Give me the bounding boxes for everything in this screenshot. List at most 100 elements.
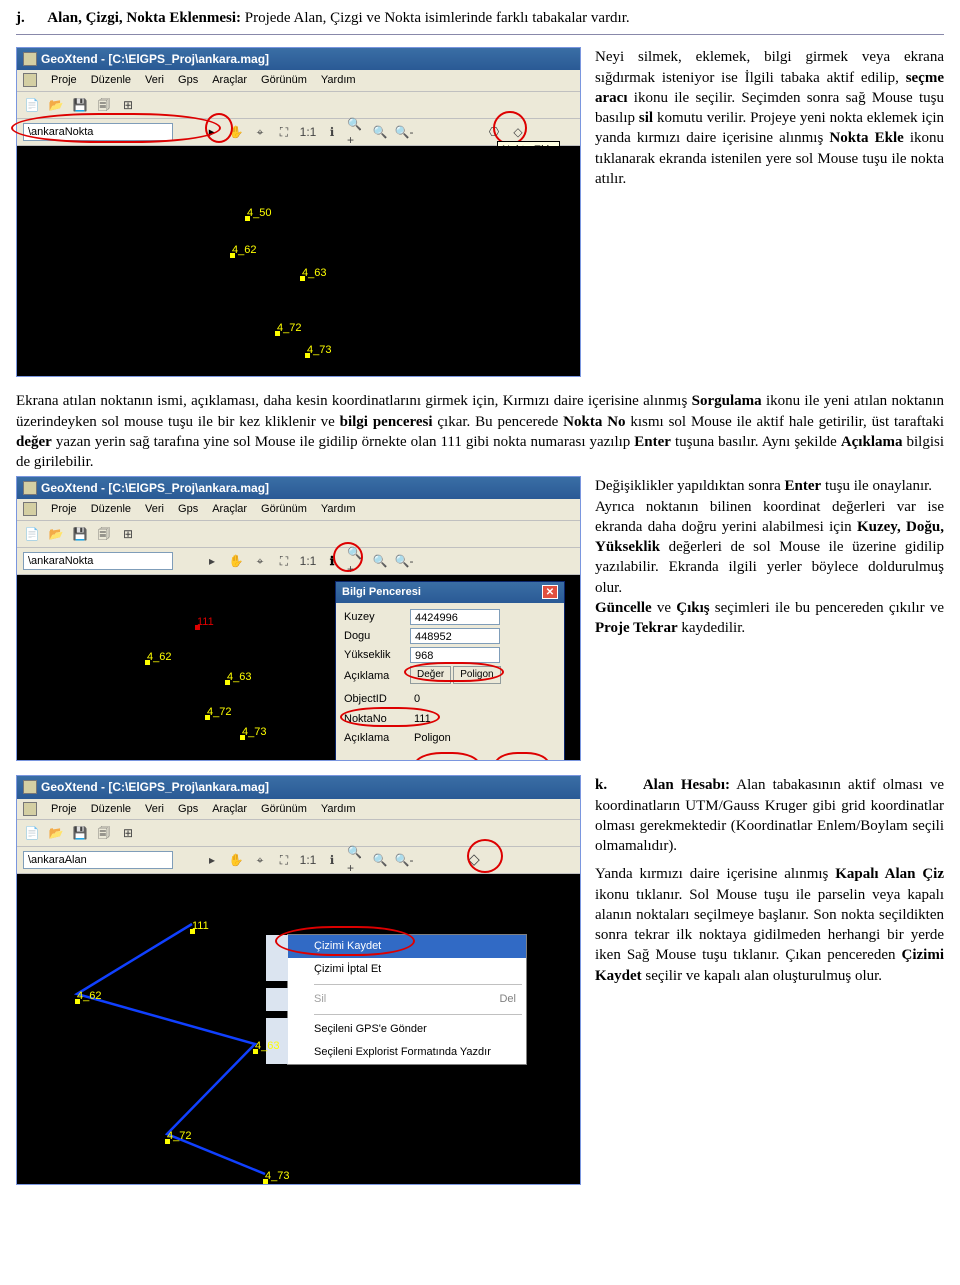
menu-gorunum[interactable]: Görünüm bbox=[261, 802, 307, 817]
copy-icon[interactable]: 🗐 bbox=[95, 824, 113, 842]
menu-duzenle[interactable]: Düzenle bbox=[91, 502, 131, 517]
pan-icon[interactable]: ✋ bbox=[227, 552, 245, 570]
app-window-icon bbox=[23, 802, 37, 816]
menu-proje[interactable]: Proje bbox=[51, 502, 77, 517]
open-icon[interactable]: 📂 bbox=[47, 96, 65, 114]
select-icon[interactable]: ▸ bbox=[203, 552, 221, 570]
select-icon[interactable]: ▸ bbox=[203, 851, 221, 869]
new-icon[interactable]: 📄 bbox=[23, 824, 41, 842]
kuzey-field[interactable]: 4424996 bbox=[410, 609, 500, 625]
grid-icon[interactable]: ⊞ bbox=[119, 525, 137, 543]
select-icon[interactable]: ▸ bbox=[203, 123, 221, 141]
map-point-label: 4_63 bbox=[302, 266, 326, 281]
target-icon[interactable]: ⌖ bbox=[251, 552, 269, 570]
ctx-cizimi-iptal[interactable]: Çizimi İptal Et bbox=[266, 958, 526, 981]
menu-veri[interactable]: Veri bbox=[145, 73, 164, 88]
context-menu: Çizimi Kaydet Çizimi İptal Et SilDel Seç… bbox=[287, 934, 527, 1064]
ctx-cizimi-kaydet[interactable]: Çizimi Kaydet bbox=[266, 935, 526, 958]
polygon-icon[interactable]: ◇ bbox=[509, 123, 527, 141]
layer-combo-3[interactable]: \ankaraAlan bbox=[23, 851, 173, 869]
info-icon[interactable]: ℹ bbox=[323, 123, 341, 141]
menu-proje[interactable]: Proje bbox=[51, 73, 77, 88]
info-icon[interactable]: ℹ bbox=[323, 851, 341, 869]
menu-duzenle[interactable]: Düzenle bbox=[91, 802, 131, 817]
target-icon[interactable]: ⌖ bbox=[251, 851, 269, 869]
divider bbox=[16, 34, 944, 35]
menu-gps[interactable]: Gps bbox=[178, 502, 198, 517]
menu-araclar[interactable]: Araçlar bbox=[212, 802, 247, 817]
bilgi-penceresi-dialog: Bilgi Penceresi ✕ Kuzey4424996 Dogu44895… bbox=[335, 581, 565, 760]
pan-icon[interactable]: ✋ bbox=[227, 123, 245, 141]
zoom-in-icon[interactable]: 🔍+ bbox=[347, 851, 365, 869]
map-canvas-1[interactable]: 4_504_624_634_724_73 bbox=[17, 146, 580, 376]
menu-gps[interactable]: Gps bbox=[178, 802, 198, 817]
save-icon[interactable]: 💾 bbox=[71, 824, 89, 842]
menu-araclar[interactable]: Araçlar bbox=[212, 502, 247, 517]
map-point-label: 4_72 bbox=[167, 1129, 191, 1144]
tab-deger[interactable]: Değer bbox=[410, 666, 451, 684]
grid-icon[interactable]: ⊞ bbox=[119, 96, 137, 114]
zoom-icon[interactable]: 🔍 bbox=[371, 851, 389, 869]
map-canvas-2[interactable]: Bilgi Penceresi ✕ Kuzey4424996 Dogu44895… bbox=[17, 575, 580, 760]
extent-icon[interactable]: ⛶ bbox=[275, 123, 293, 141]
menu-proje[interactable]: Proje bbox=[51, 802, 77, 817]
menu-yardim[interactable]: Yardım bbox=[321, 502, 356, 517]
new-icon[interactable]: 📄 bbox=[23, 96, 41, 114]
heading-k-letter: k. bbox=[595, 777, 607, 793]
menu-araclar[interactable]: Araçlar bbox=[212, 73, 247, 88]
layer-combo-2[interactable]: \ankaraNokta bbox=[23, 552, 173, 570]
scale-icon[interactable]: 1:1 bbox=[299, 851, 317, 869]
nokta-ekle-icon[interactable]: ⎔ bbox=[485, 123, 503, 141]
zoom-icon[interactable]: 🔍 bbox=[371, 123, 389, 141]
close-icon[interactable]: ✕ bbox=[542, 585, 558, 599]
noktano-label: NoktaNo bbox=[344, 712, 404, 727]
save-icon[interactable]: 💾 bbox=[71, 525, 89, 543]
menu-yardim[interactable]: Yardım bbox=[321, 802, 356, 817]
new-icon[interactable]: 📄 bbox=[23, 525, 41, 543]
app-window-icon bbox=[23, 502, 37, 516]
pan-icon[interactable]: ✋ bbox=[227, 851, 245, 869]
zoom-icon[interactable]: 🔍 bbox=[371, 552, 389, 570]
extent-icon[interactable]: ⛶ bbox=[275, 552, 293, 570]
zoom-in-icon[interactable]: 🔍+ bbox=[347, 552, 365, 570]
scale-icon[interactable]: 1:1 bbox=[299, 552, 317, 570]
toolbar-2b: \ankaraNokta ▸ ✋ ⌖ ⛶ 1:1 ℹ 🔍+ 🔍 🔍- bbox=[17, 548, 580, 575]
grid-icon[interactable]: ⊞ bbox=[119, 824, 137, 842]
menu-gps[interactable]: Gps bbox=[178, 73, 198, 88]
menu-yardim[interactable]: Yardım bbox=[321, 73, 356, 88]
dogu-field[interactable]: 448952 bbox=[410, 628, 500, 644]
map-canvas-3[interactable]: Çizimi Kaydet Çizimi İptal Et SilDel Seç… bbox=[17, 874, 580, 1184]
dialog-title: Bilgi Penceresi bbox=[342, 585, 421, 600]
open-icon[interactable]: 📂 bbox=[47, 824, 65, 842]
map-point-label: 111 bbox=[197, 615, 214, 630]
menu-gorunum[interactable]: Görünüm bbox=[261, 73, 307, 88]
layer-combo[interactable]: \ankaraNokta bbox=[23, 123, 173, 141]
scale-icon[interactable]: 1:1 bbox=[299, 123, 317, 141]
menu-duzenle[interactable]: Düzenle bbox=[91, 73, 131, 88]
menu-gorunum[interactable]: Görünüm bbox=[261, 502, 307, 517]
zoom-out-icon[interactable]: 🔍- bbox=[395, 851, 413, 869]
zoom-out-icon[interactable]: 🔍- bbox=[395, 552, 413, 570]
info-icon[interactable]: ℹ bbox=[323, 552, 341, 570]
noktano-value: 111 bbox=[410, 711, 500, 728]
map-point-label: 4_62 bbox=[77, 989, 101, 1004]
save-icon[interactable]: 💾 bbox=[71, 96, 89, 114]
heading-j-title: Alan, Çizgi, Nokta Eklenmesi: bbox=[47, 10, 241, 26]
menu-veri[interactable]: Veri bbox=[145, 802, 164, 817]
copy-icon[interactable]: 🗐 bbox=[95, 96, 113, 114]
open-icon[interactable]: 📂 bbox=[47, 525, 65, 543]
heading-k-title: Alan Hesabı: bbox=[643, 777, 730, 793]
yukseklik-field[interactable]: 968 bbox=[410, 647, 500, 663]
copy-icon[interactable]: 🗐 bbox=[95, 525, 113, 543]
ctx-explorist-yazdir[interactable]: Seçileni Explorist Formatında Yazdır bbox=[266, 1041, 526, 1064]
target-icon[interactable]: ⌖ bbox=[251, 123, 269, 141]
polygon-draw-icon[interactable]: ◇ bbox=[465, 851, 483, 869]
ctx-separator bbox=[314, 984, 522, 985]
menu-veri[interactable]: Veri bbox=[145, 502, 164, 517]
tab-poligon[interactable]: Poligon bbox=[453, 666, 500, 684]
ctx-gps-gonder[interactable]: Seçileni GPS'e Gönder bbox=[266, 1018, 526, 1041]
zoom-in-icon[interactable]: 🔍+ bbox=[347, 123, 365, 141]
map-point-label: 111 bbox=[192, 919, 209, 934]
zoom-out-icon[interactable]: 🔍- bbox=[395, 123, 413, 141]
extent-icon[interactable]: ⛶ bbox=[275, 851, 293, 869]
